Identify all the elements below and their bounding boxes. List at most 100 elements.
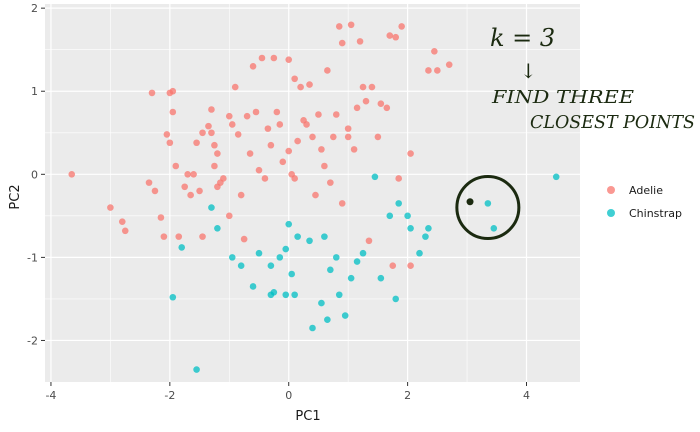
point-chinstrap [484,200,492,207]
point-chinstrap [294,233,301,240]
point-chinstrap [407,225,414,232]
point-chinstrap [371,173,379,181]
point-adelie [225,112,233,120]
point-chinstrap [285,220,293,228]
y-tick-label: 0 [31,168,38,181]
point-adelie [395,175,402,182]
point-chinstrap [276,254,284,261]
y-tick-label: 1 [31,85,38,98]
x-tick-label: -4 [45,389,56,402]
point-adelie [196,187,203,195]
point-chinstrap [249,283,257,290]
point-chinstrap [237,262,245,269]
point-adelie [225,212,233,220]
point-chinstrap [341,312,349,319]
point-adelie [246,150,254,157]
neighbor-circle [455,175,521,241]
point-chinstrap [178,244,186,251]
point-adelie [386,32,394,39]
point-chinstrap [327,266,334,274]
point-adelie [294,137,301,145]
point-chinstrap [395,200,402,207]
point-adelie [303,121,310,128]
point-adelie [252,108,260,116]
point-chinstrap [377,274,385,282]
point-adelie [172,162,180,170]
point-adelie [297,83,304,91]
legend: Adelie Chinstrap [607,184,682,220]
point-adelie [148,89,156,97]
point-adelie [431,48,438,55]
point-chinstrap [270,288,278,296]
point-chinstrap [359,249,367,257]
point-adelie [434,67,441,74]
point-adelie [407,262,414,269]
point-adelie [285,56,293,63]
point-adelie [344,125,352,132]
point-adelie [175,233,183,240]
point-adelie [383,104,391,112]
data-points [68,21,560,373]
minor-gridlines [45,4,580,382]
point-adelie [335,23,343,30]
point-adelie [374,133,382,141]
point-adelie [392,33,400,41]
query-point [466,198,474,206]
point-adelie [327,179,334,186]
point-adelie [276,121,284,128]
point-chinstrap [552,173,560,181]
point-chinstrap [267,262,275,269]
point-adelie [356,38,364,45]
point-adelie [199,233,206,240]
point-chinstrap [422,233,429,240]
point-adelie [208,129,215,137]
point-adelie [157,214,165,221]
y-tick-label: -1 [27,251,38,264]
point-adelie [347,21,355,29]
point-adelie [368,83,376,91]
point-adelie [220,175,227,182]
point-adelie [377,100,385,107]
point-chinstrap [169,293,177,301]
point-adelie [160,233,168,240]
point-adelie [362,97,370,105]
point-adelie [359,83,367,91]
point-adelie [187,191,194,199]
x-axis-ticks: -4 -2 0 2 4 [45,382,530,402]
point-adelie [365,237,373,245]
point-adelie [398,23,405,30]
point-adelie [234,131,242,138]
point-chinstrap [332,254,340,261]
x-tick-label: 4 [523,389,530,402]
point-adelie [291,75,298,83]
point-chinstrap [425,225,432,232]
point-adelie [255,166,263,174]
point-adelie [270,54,278,62]
legend-label-adelie: Adelie [629,184,663,197]
point-adelie [267,141,275,149]
point-adelie [338,39,346,47]
point-adelie [264,125,272,132]
point-adelie [121,227,129,235]
point-adelie [243,112,251,120]
point-chinstrap [306,237,313,245]
point-adelie [166,139,174,147]
point-adelie [169,87,177,95]
point-chinstrap [335,291,343,299]
point-adelie [315,111,322,118]
point-chinstrap [386,212,394,220]
point-chinstrap [347,274,355,282]
point-adelie [68,171,76,178]
point-adelie [190,171,197,178]
annotation-line-2: CLOSEST POINTS [530,112,695,133]
point-adelie [258,54,266,62]
point-adelie [199,129,206,137]
point-chinstrap [193,366,200,373]
point-adelie [181,183,188,191]
y-tick-label: 2 [31,2,38,15]
y-axis-title: PC2 [8,184,23,209]
x-tick-label: 0 [285,389,292,402]
point-chinstrap [324,316,331,323]
point-adelie [338,200,346,207]
point-chinstrap [208,204,215,211]
